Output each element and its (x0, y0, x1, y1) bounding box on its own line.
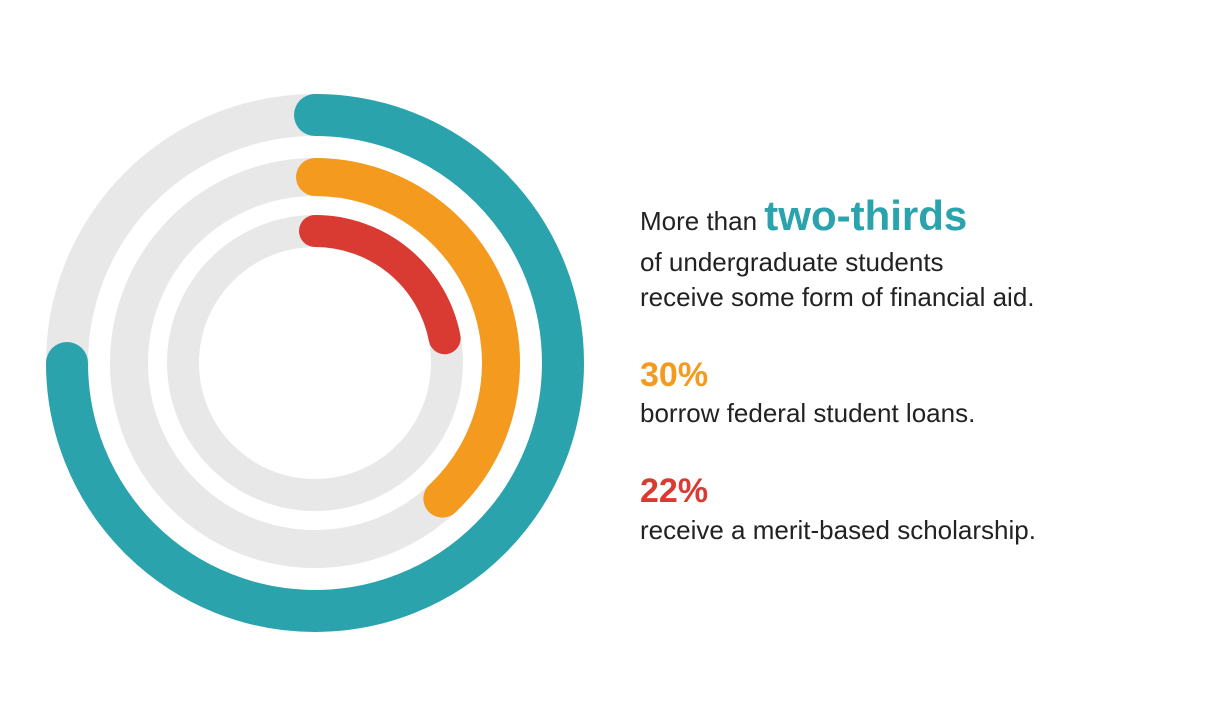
stat2-emph: 30% (640, 357, 1186, 394)
stat1-line1: More than two-thirds (640, 188, 1186, 245)
stat3-line: receive a merit-based scholarship. (640, 513, 1186, 548)
chart-column (20, 83, 610, 643)
stat-thirty-percent: 30% borrow federal student loans. (640, 357, 1186, 431)
stat-twenty-two-percent: 22% receive a merit-based scholarship. (640, 473, 1186, 547)
stat2-line: borrow federal student loans. (640, 396, 1186, 431)
stat3-emph: 22% (640, 473, 1186, 510)
radial-bar-chart (35, 83, 595, 643)
stat1-line2: of undergraduate students (640, 245, 1186, 280)
infographic-container: More than two-thirds of undergraduate st… (0, 0, 1226, 726)
arc-twenty-two-percent (315, 231, 445, 338)
text-column: More than two-thirds of undergraduate st… (610, 178, 1186, 548)
stat1-pre: More than (640, 206, 764, 236)
stat1-line3: receive some form of financial aid. (640, 280, 1186, 315)
stat1-emph: two-thirds (764, 192, 967, 239)
stat-two-thirds: More than two-thirds of undergraduate st… (640, 188, 1186, 315)
